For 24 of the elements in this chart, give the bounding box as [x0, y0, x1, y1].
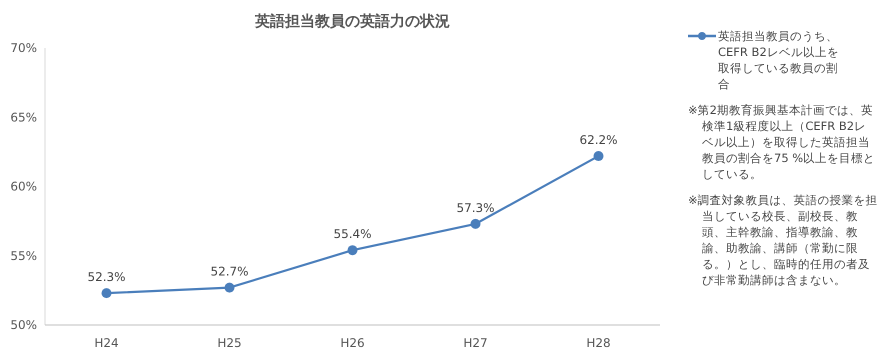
legend-label: 英語担当教員のうち、CEFR B2レベル以上を取得している教員の割合	[718, 28, 840, 92]
data-label: 57.3%	[456, 200, 495, 215]
point	[224, 282, 234, 293]
y-tick-label: 70%	[10, 41, 37, 55]
x-tick-label: H24	[94, 336, 119, 350]
x-tick-label: H25	[217, 336, 242, 350]
x-tick-label: H27	[463, 336, 488, 350]
y-tick-label: 50%	[10, 318, 37, 332]
chart-title: 英語担当教員の英語力の状況	[254, 12, 450, 30]
data-label: 62.2%	[579, 133, 618, 148]
x-tick-label: H26	[340, 336, 365, 350]
data-label: 52.7%	[210, 264, 249, 279]
data-label: 55.4%	[333, 227, 372, 242]
point	[348, 245, 358, 256]
point	[594, 151, 604, 162]
data-label: 52.3%	[87, 270, 126, 284]
x-tick-label: H28	[586, 336, 611, 350]
y-tick-label: 60%	[10, 180, 37, 194]
point	[102, 288, 112, 298]
text: ※第2期教育振興基本計画では、英検準1級程度以上（CEFR B2レベル以上）を取得した英語担当教員の割合を75 %以上を目標としている。	[688, 102, 876, 182]
point	[470, 218, 480, 229]
y-tick-label: 55%	[10, 248, 37, 263]
text: ※調査対象教員は、英語の授業を担当している校長、副校長、教頭、主幹教諭、指導教諭、教諭、助教諭、講師（常勤に限る。）とし、臨時的任用の者及び非常勤講師は含まない。	[688, 192, 878, 288]
y-tick-label: 65%	[10, 110, 37, 124]
